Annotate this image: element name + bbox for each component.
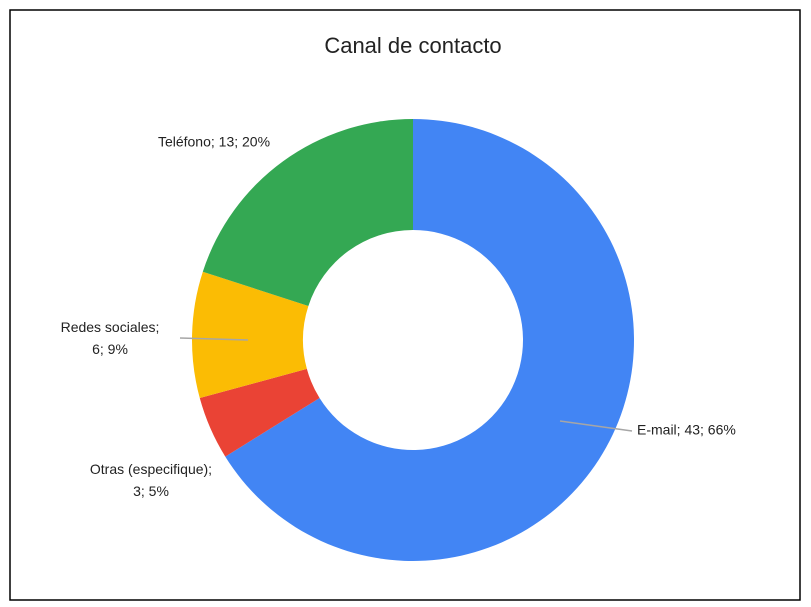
donut-slice	[199, 368, 320, 457]
leader-line	[559, 420, 633, 432]
donut-slice	[202, 119, 413, 307]
data-label: Redes sociales; 6; 9%	[61, 319, 160, 357]
data-label: E-mail; 43; 66%	[637, 422, 736, 438]
data-label: Otras (especifique); 3; 5%	[90, 461, 212, 499]
chart-title: Canal de contacto	[324, 33, 501, 58]
donut-slice	[192, 271, 309, 399]
data-label: Teléfono; 13; 20%	[158, 134, 270, 150]
leader-line	[179, 337, 249, 341]
donut-slice	[225, 119, 635, 561]
